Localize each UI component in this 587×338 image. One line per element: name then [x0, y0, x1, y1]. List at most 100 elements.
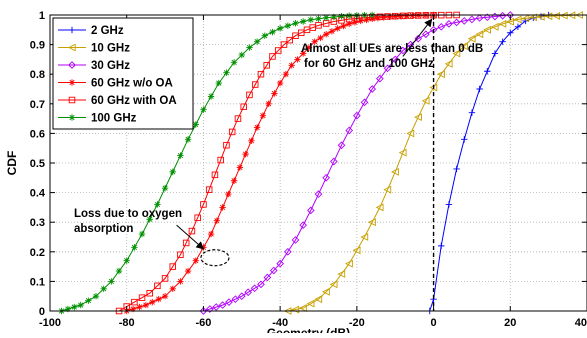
data-point: [154, 201, 161, 208]
data-point: [250, 284, 259, 293]
data-point: [468, 109, 476, 116]
data-point: [305, 44, 313, 51]
data-point: [257, 280, 265, 289]
data-point: [223, 141, 230, 149]
data-point: [406, 129, 415, 138]
data-point: [357, 17, 364, 25]
x-axis-title: Geometry (dB): [267, 326, 350, 333]
data-point: [115, 267, 123, 275]
annotation-almost-all: Almost all UEs are less than 0 dB for 60 …: [301, 43, 483, 70]
data-point: [288, 62, 295, 69]
data-point: [207, 93, 215, 100]
data-point: [274, 47, 282, 54]
data-point: [138, 230, 146, 238]
data-point: [225, 298, 233, 306]
data-point: [452, 18, 461, 27]
data-point: [68, 79, 76, 86]
data-point: [398, 148, 407, 157]
x-tick-label: -80: [119, 317, 135, 329]
data-point: [491, 50, 499, 57]
data-point: [353, 111, 361, 120]
data-point: [200, 201, 207, 208]
data-point: [155, 295, 162, 303]
data-point: [269, 53, 276, 60]
data-point: [182, 239, 190, 247]
data-point: [322, 173, 331, 182]
data-point: [483, 13, 492, 22]
data-point: [314, 190, 323, 198]
data-point: [299, 221, 307, 229]
data-point: [269, 266, 278, 275]
data-point: [383, 64, 392, 73]
data-point: [363, 16, 370, 24]
data-point: [71, 303, 78, 311]
data-point: [237, 292, 246, 301]
data-point: [291, 236, 300, 244]
data-point: [299, 50, 307, 57]
data-point: [375, 203, 384, 212]
data-point: [317, 34, 324, 42]
legend-entry: 60 GHz with OA: [58, 95, 177, 107]
data-point: [367, 218, 376, 227]
data-point: [200, 106, 207, 113]
data-point: [437, 23, 446, 31]
data-point: [384, 13, 391, 20]
data-point: [345, 20, 353, 28]
data-point: [123, 257, 130, 264]
data-point: [154, 282, 161, 290]
data-point: [559, 11, 568, 20]
data-point: [399, 12, 407, 20]
data-point: [228, 128, 236, 136]
data-point: [337, 141, 346, 150]
data-point: [192, 121, 199, 128]
data-point: [414, 113, 422, 122]
y-tick-label: 0.8: [30, 69, 45, 81]
series-30-ghz: [199, 11, 515, 315]
oxygen-loss-ellipse: [200, 249, 230, 267]
data-point: [452, 49, 461, 58]
data-point: [251, 81, 259, 88]
data-point: [391, 12, 399, 20]
annotation-oxygen-loss: Loss due to oxygen absorption: [74, 208, 182, 235]
data-point: [177, 278, 184, 285]
y-axis-title: CDF: [5, 151, 19, 176]
data-point: [330, 13, 338, 21]
data-point: [215, 79, 222, 87]
y-tick-label: 0.2: [30, 247, 45, 259]
y-tick-label: 0.9: [30, 40, 45, 52]
data-point: [286, 36, 293, 44]
annotation-line: for 60 GHz and 100 GHz: [304, 58, 434, 70]
data-point: [368, 85, 377, 93]
data-point: [475, 30, 484, 39]
data-point: [322, 14, 330, 21]
data-point: [142, 301, 150, 309]
data-point: [376, 74, 384, 83]
data-point: [199, 307, 208, 315]
data-point: [242, 150, 249, 158]
y-tick-label: 1: [39, 10, 45, 22]
data-point: [311, 38, 318, 45]
data-point: [138, 294, 146, 301]
data-point: [306, 299, 315, 308]
series-layer: [58, 11, 583, 315]
data-point: [188, 227, 196, 235]
data-point: [360, 233, 369, 241]
almost-all-arrow: [402, 18, 433, 57]
data-point: [314, 295, 323, 304]
legend-entry: 60 GHz w/o OA: [58, 78, 173, 90]
data-point: [68, 61, 76, 69]
data-point: [131, 244, 138, 251]
data-point: [421, 96, 430, 105]
data-point: [360, 98, 369, 107]
data-point: [422, 30, 430, 39]
data-point: [192, 257, 199, 264]
data-point: [161, 184, 169, 192]
data-point: [484, 68, 491, 75]
data-point: [330, 157, 338, 166]
data-point: [334, 25, 341, 32]
data-point: [184, 267, 192, 275]
x-tick-label: 0: [431, 317, 437, 329]
y-tick-label: 0.3: [30, 217, 45, 229]
data-point: [374, 14, 382, 22]
data-point: [223, 69, 230, 76]
